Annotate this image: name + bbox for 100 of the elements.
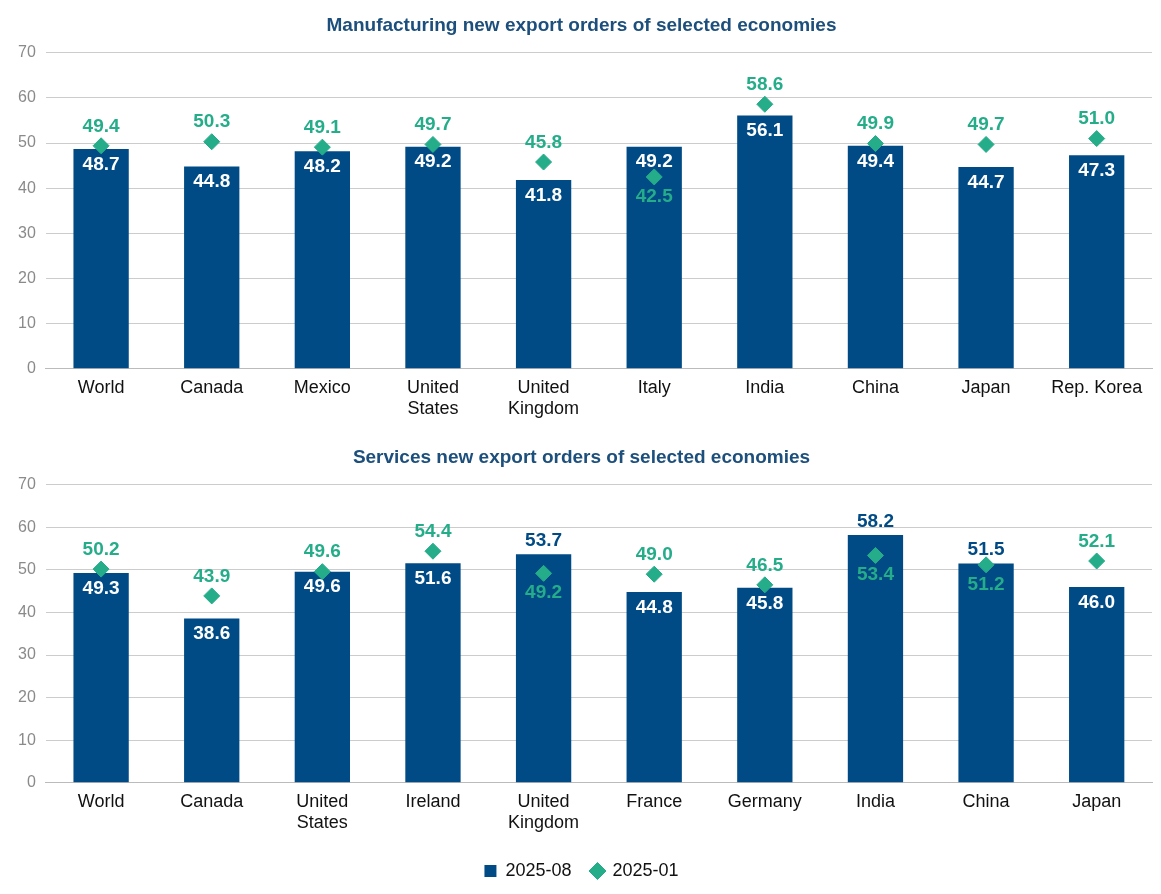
data-label: 48.2 (303, 154, 341, 176)
bar (184, 166, 240, 369)
data-label: 58.6 (746, 73, 784, 94)
point (1088, 130, 1106, 148)
bar (515, 180, 572, 369)
y-tick-label: 70 (18, 475, 36, 493)
point (977, 556, 995, 574)
x-tick-label: United States (296, 790, 349, 833)
point (977, 135, 995, 153)
bar (847, 145, 904, 369)
y-tick-label: 30 (18, 645, 36, 663)
data-label: 51.0 (1078, 107, 1116, 129)
data-label: 44.8 (193, 170, 231, 192)
y-tick-label: 40 (18, 178, 36, 196)
data-label: 49.1 (303, 115, 342, 137)
data-label: 50.3 (193, 110, 231, 132)
bar (73, 148, 129, 369)
data-label: 49.2 (635, 150, 673, 172)
data-label: 51.5 (967, 538, 1005, 560)
y-tick-label: 0 (26, 359, 36, 377)
y-tick-label: 10 (18, 730, 36, 748)
data-label: 49.7 (967, 113, 1005, 135)
point (535, 153, 553, 171)
data-label: 58.2 (856, 509, 894, 531)
bar (958, 167, 1014, 369)
x-tick-label: Germany (727, 790, 802, 811)
data-label: 44.8 (635, 595, 673, 617)
data-label: 51.2 (967, 572, 1005, 594)
bar (405, 563, 461, 783)
data-label: 48.7 (82, 152, 120, 174)
point (866, 546, 884, 564)
bar (958, 563, 1014, 783)
data-label: 56.1 (746, 119, 784, 141)
data-label: 46.0 (1078, 590, 1116, 612)
x-tick-label: United States (406, 376, 459, 419)
data-label: 49.6 (303, 540, 341, 562)
y-tick-label: 40 (18, 602, 36, 620)
data-label: 50.2 (82, 537, 120, 559)
data-label: 49.6 (303, 575, 341, 597)
data-label: 49.7 (414, 113, 452, 135)
bar (1069, 155, 1125, 369)
y-tick-label: 50 (18, 133, 36, 151)
data-label: 46.5 (746, 553, 784, 575)
legend-label: 2025-08 (505, 859, 572, 880)
point (424, 542, 442, 560)
data-label: 49.4 (82, 114, 121, 136)
x-tick-label: World (77, 790, 125, 811)
bar (184, 618, 240, 783)
point (756, 95, 774, 113)
bar (73, 572, 129, 783)
x-tick-label: Canada (180, 376, 245, 397)
x-tick-label: Rep. Korea (1051, 376, 1144, 397)
bar (626, 146, 682, 369)
y-tick-label: 10 (18, 314, 36, 332)
y-tick-label: 70 (18, 43, 36, 61)
x-tick-label: Ireland (405, 790, 461, 811)
bar (515, 554, 572, 783)
bar (737, 115, 793, 369)
x-tick-label: United Kingdom (508, 376, 580, 419)
data-label: 49.0 (635, 542, 673, 564)
y-tick-label: 20 (18, 268, 36, 286)
point (203, 133, 221, 151)
bar (737, 587, 793, 783)
y-tick-label: 60 (18, 517, 36, 535)
x-tick-label: Canada (180, 790, 245, 811)
data-label: 49.3 (82, 576, 120, 598)
x-tick-label: Mexico (293, 376, 351, 397)
y-tick-label: 60 (18, 88, 36, 106)
data-label: 47.3 (1078, 159, 1116, 181)
data-label: 52.1 (1078, 529, 1116, 551)
point (424, 135, 442, 153)
point (866, 135, 884, 153)
data-label: 53.7 (525, 528, 563, 550)
data-label: 43.9 (193, 564, 231, 586)
data-label: 41.8 (525, 183, 563, 205)
x-tick-label: India (745, 376, 786, 397)
data-label: 49.4 (856, 149, 895, 171)
y-tick-label: 30 (18, 223, 36, 241)
data-label: 54.4 (414, 519, 452, 541)
point (756, 576, 774, 594)
chart-title: Services new export orders of selected economies (352, 445, 811, 467)
legend-label: 2025-01 (612, 859, 679, 880)
y-tick-label: 0 (26, 773, 36, 791)
bar (847, 535, 904, 783)
x-tick-label: Japan (1072, 790, 1122, 811)
data-label: 53.4 (856, 563, 895, 585)
data-label: 49.2 (525, 581, 563, 603)
bar (405, 146, 461, 369)
bar (294, 151, 350, 369)
y-tick-label: 50 (18, 560, 36, 578)
bar (1069, 586, 1125, 783)
point (645, 565, 663, 583)
data-label: 49.2 (414, 150, 452, 172)
x-tick-label: France (626, 790, 683, 811)
chart-title: Manufacturing new export orders of selected economies (326, 13, 837, 35)
data-label: 49.9 (856, 112, 894, 134)
y-tick-label: 20 (18, 688, 36, 706)
x-tick-label: China (851, 376, 900, 397)
data-label: 45.8 (525, 130, 563, 152)
x-tick-label: World (77, 376, 125, 397)
